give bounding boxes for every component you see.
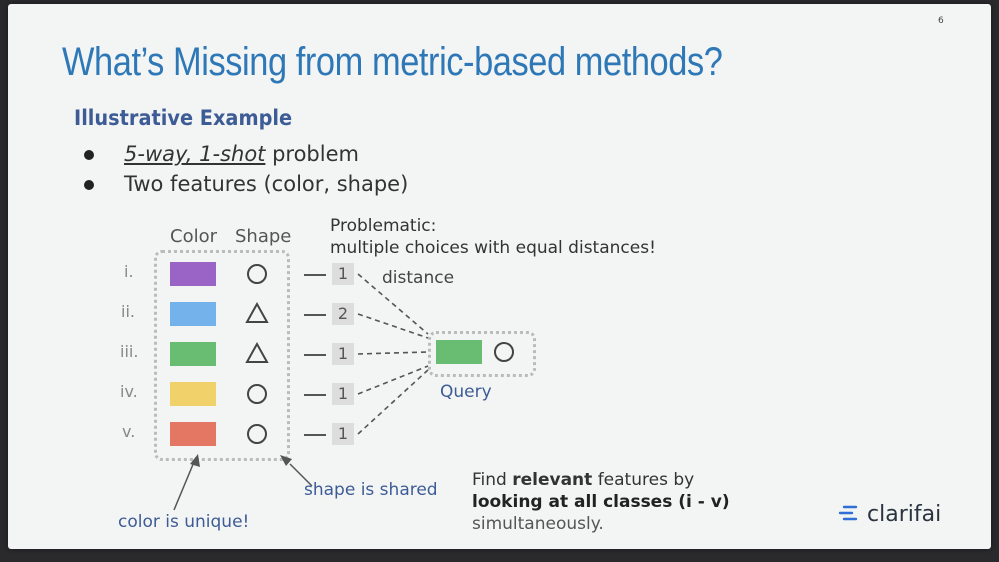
- color-swatch: [170, 342, 216, 366]
- clarifai-logo-icon: [838, 505, 858, 521]
- bullet-dot-icon: [84, 150, 94, 160]
- bullet-item: 5-way, 1-shot problem: [84, 142, 408, 172]
- circle-shape-icon: [247, 424, 267, 444]
- query-color-swatch: [436, 340, 482, 364]
- distance-value: 1: [332, 383, 354, 405]
- dash-line: [304, 274, 326, 276]
- color-unique-note: color is unique!: [118, 512, 250, 532]
- find-note-line1: Find relevant features by: [472, 470, 695, 490]
- find-note-emphasis: relevant: [512, 470, 593, 490]
- diagram-lines: [173, 264, 514, 511]
- row-label: iv.: [120, 382, 138, 401]
- color-swatch: [170, 262, 216, 286]
- dash-line: [304, 434, 326, 436]
- color-swatch: [170, 382, 216, 406]
- dash-line: [304, 314, 326, 316]
- distance-value: 2: [332, 303, 354, 325]
- query-box: [428, 331, 536, 377]
- problematic-text: multiple choices with equal distances!: [330, 238, 656, 258]
- shape-note-pointer: [289, 463, 313, 487]
- bullet-emphasis: 5-way, 1-shot: [124, 142, 266, 166]
- find-note-line3: simultaneously.: [472, 514, 604, 534]
- dash-line: [304, 354, 326, 356]
- logo-text: clarifai: [867, 502, 942, 527]
- color-column-header: Color: [170, 226, 217, 247]
- arrow-head-icon: [280, 455, 292, 466]
- circle-shape-icon: [247, 384, 267, 404]
- shape-shared-note: shape is shared: [304, 480, 438, 500]
- distance-value: 1: [332, 423, 354, 445]
- triangle-shape-icon: [245, 301, 269, 323]
- distance-value: 1: [332, 343, 354, 365]
- row-label: v.: [122, 422, 136, 441]
- arrow-head-icon: [190, 454, 200, 467]
- bullet-dot-icon: [84, 180, 94, 190]
- distance-label: distance: [382, 268, 455, 288]
- bullet-text: problem: [265, 142, 359, 166]
- row-label: ii.: [121, 302, 135, 321]
- color-note-pointer: [173, 461, 195, 511]
- find-note-line2: looking at all classes (i - v): [472, 492, 730, 512]
- bullet-list: 5-way, 1-shot problem Two features (colo…: [84, 142, 408, 202]
- row-label: iii.: [120, 342, 139, 361]
- slide-title: What’s Missing from metric-based methods…: [62, 40, 723, 84]
- clarifai-logo: clarifai: [838, 502, 941, 527]
- row-label: i.: [124, 262, 134, 281]
- color-swatch: [170, 422, 216, 446]
- slide: 6 What’s Missing from metric-based metho…: [8, 4, 991, 549]
- bullet-text: Two features (color, shape): [124, 172, 409, 196]
- shape-column-header: Shape: [235, 226, 292, 247]
- color-swatch: [170, 302, 216, 326]
- query-circle-shape-icon: [494, 342, 514, 362]
- dash-line: [304, 394, 326, 396]
- bullet-item: Two features (color, shape): [84, 172, 408, 202]
- circle-shape-icon: [247, 264, 267, 284]
- page-number: 6: [938, 16, 944, 26]
- features-group-box: [154, 250, 290, 461]
- problematic-title: Problematic:: [330, 216, 437, 236]
- distance-value: 1: [332, 263, 354, 285]
- distance-connectors: [357, 273, 429, 435]
- triangle-shape-icon: [245, 341, 269, 363]
- query-label: Query: [440, 382, 492, 402]
- slide-subtitle: Illustrative Example: [74, 106, 293, 130]
